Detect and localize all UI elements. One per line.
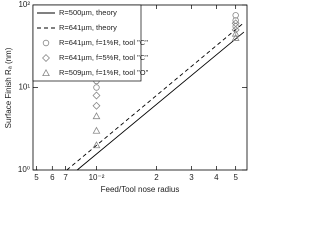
x-axis-label: Feed/Tool nose radius: [101, 185, 180, 194]
theory-line: [66, 22, 245, 171]
data-point: [92, 101, 101, 110]
legend-box: [32, 4, 142, 82]
y-tick-label: 10¹: [18, 83, 30, 92]
x-tick-label: 10⁻²: [89, 173, 105, 182]
x-tick-label: 5: [34, 173, 39, 182]
data-point: [231, 33, 240, 41]
data-point: [92, 91, 101, 100]
y-tick-label: 10⁰: [18, 165, 30, 174]
data-point: [232, 12, 239, 19]
x-tick-label: 6: [50, 173, 55, 182]
legend-label: R=641µm, f=1%R, tool "C": [59, 38, 148, 47]
legend-marker: [42, 68, 50, 76]
x-tick-label: 5: [233, 173, 238, 182]
legend-label: R=641µm, f=5%R, tool "C": [59, 53, 148, 62]
y-tick-label: 10²: [18, 0, 30, 9]
theory-line: [76, 31, 245, 171]
data-point: [231, 25, 240, 34]
legend-marker: [42, 54, 50, 62]
data-point: [232, 17, 239, 24]
y-axis-label: Surface Finish Rₐ (nm): [4, 47, 13, 128]
data-point: [231, 19, 240, 28]
x-tick-label: 3: [189, 173, 194, 182]
data-point: [92, 126, 101, 134]
legend-label: R=500µm, theory: [59, 8, 117, 17]
legend-label: R=641µm, theory: [59, 23, 117, 32]
page: Feed/Tool nose radius Surface Finish Rₐ …: [4, 0, 248, 195]
data-point: [92, 112, 101, 120]
x-tick-label: 4: [214, 173, 219, 182]
data-point: [231, 29, 240, 37]
x-tick-label: 2: [154, 173, 159, 182]
legend-marker: [42, 39, 50, 47]
chart: Feed/Tool nose radius Surface Finish Rₐ …: [4, 0, 248, 194]
data-point: [92, 141, 101, 149]
x-tick-label: 7: [63, 173, 68, 182]
legend-label: R=509µm, f=1%R, tool "O": [59, 68, 149, 77]
data-point: [93, 84, 100, 91]
